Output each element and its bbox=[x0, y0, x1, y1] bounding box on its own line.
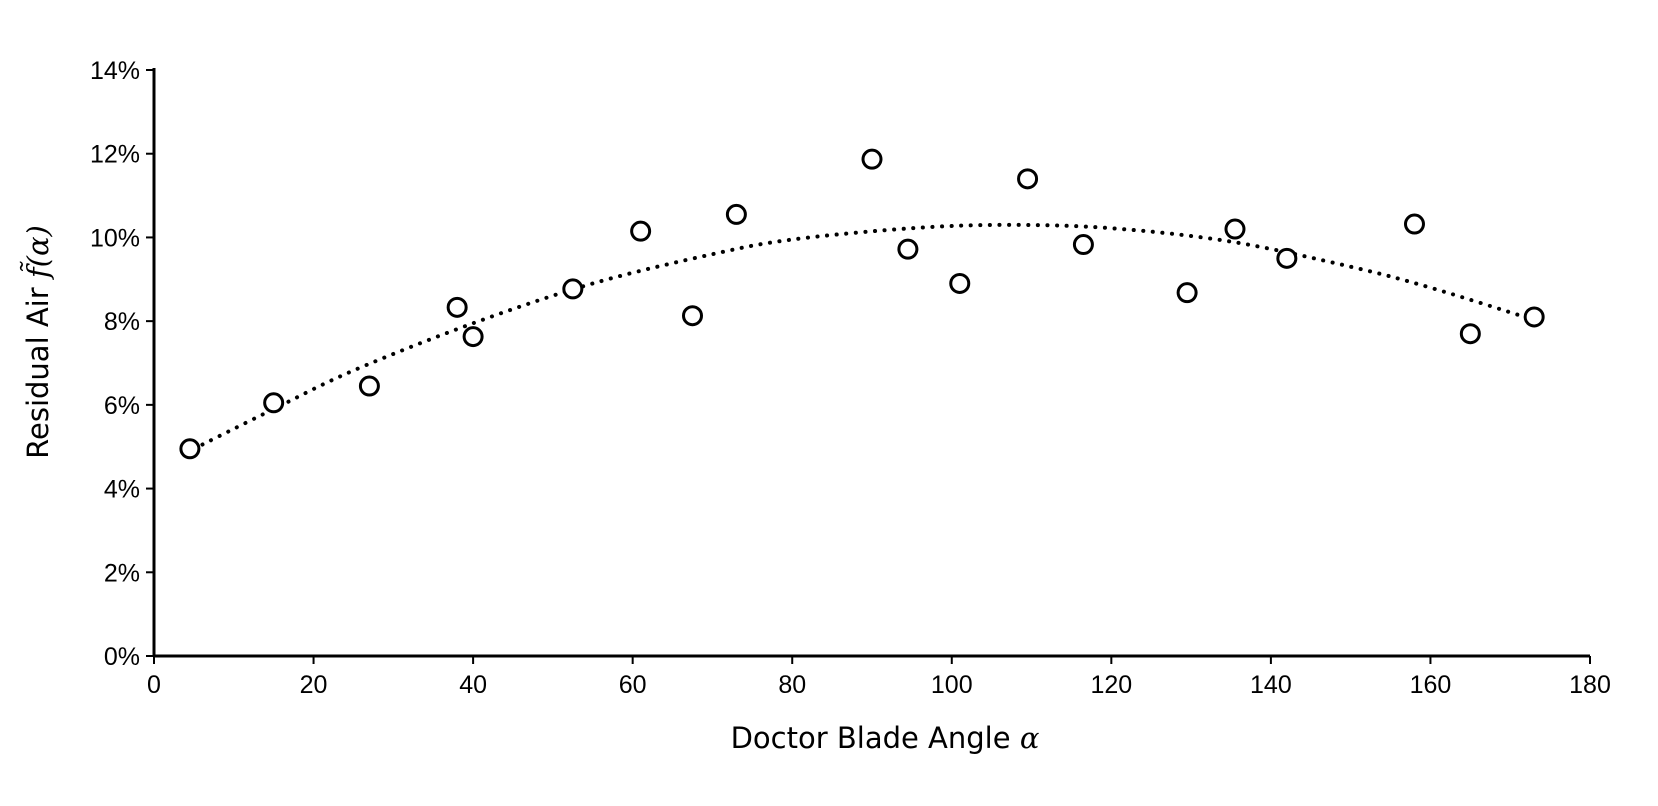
data-point bbox=[1276, 247, 1298, 269]
data-point bbox=[682, 305, 703, 327]
x-tick-label: 60 bbox=[619, 671, 647, 699]
y-tick-label: 8% bbox=[104, 308, 140, 336]
x-tick-label: 40 bbox=[459, 671, 487, 699]
data-point bbox=[1523, 306, 1545, 328]
y-tick-label: 2% bbox=[104, 559, 140, 587]
data-point bbox=[263, 392, 285, 414]
data-point bbox=[562, 278, 584, 300]
data-point bbox=[462, 326, 484, 348]
data-point bbox=[1224, 218, 1246, 240]
y-axis-title: Residual Air f̃(α) bbox=[20, 225, 55, 459]
data-point bbox=[725, 203, 747, 225]
data-point bbox=[1403, 213, 1425, 235]
y-axis-ticks: 0% 2% 4% 6% 8% 10% 12% 14% bbox=[90, 57, 154, 671]
data-point bbox=[446, 296, 468, 318]
data-point bbox=[897, 238, 919, 260]
x-axis-title: Doctor Blade Angle α bbox=[731, 721, 1040, 755]
data-point bbox=[861, 148, 883, 170]
x-tick-label: 0 bbox=[147, 671, 161, 699]
data-point bbox=[1459, 323, 1481, 345]
data-point bbox=[1176, 282, 1198, 304]
fit-curve bbox=[191, 222, 1537, 451]
y-tick-label: 14% bbox=[90, 57, 140, 85]
y-tick-label: 6% bbox=[104, 392, 140, 420]
y-tick-label: 10% bbox=[90, 224, 140, 252]
x-tick-label: 80 bbox=[778, 671, 806, 699]
x-tick-label: 120 bbox=[1090, 671, 1132, 699]
x-axis-ticks: 0 20 40 60 80 100 120 140 160 180 bbox=[147, 656, 1611, 699]
y-tick-label: 0% bbox=[104, 643, 140, 671]
x-tick-label: 180 bbox=[1569, 671, 1611, 699]
y-tick-label: 12% bbox=[90, 141, 140, 169]
data-point bbox=[630, 220, 652, 242]
data-point bbox=[949, 272, 971, 294]
x-tick-label: 100 bbox=[931, 671, 973, 699]
x-tick-label: 140 bbox=[1250, 671, 1292, 699]
data-point bbox=[1017, 168, 1039, 190]
y-tick-label: 4% bbox=[104, 476, 140, 504]
x-tick-label: 160 bbox=[1410, 671, 1452, 699]
data-points-layer bbox=[179, 148, 1545, 460]
x-tick-label: 20 bbox=[300, 671, 328, 699]
data-point bbox=[179, 438, 201, 460]
fit-curve-layer bbox=[191, 222, 1537, 451]
data-point bbox=[1072, 234, 1094, 256]
data-point bbox=[358, 375, 380, 397]
